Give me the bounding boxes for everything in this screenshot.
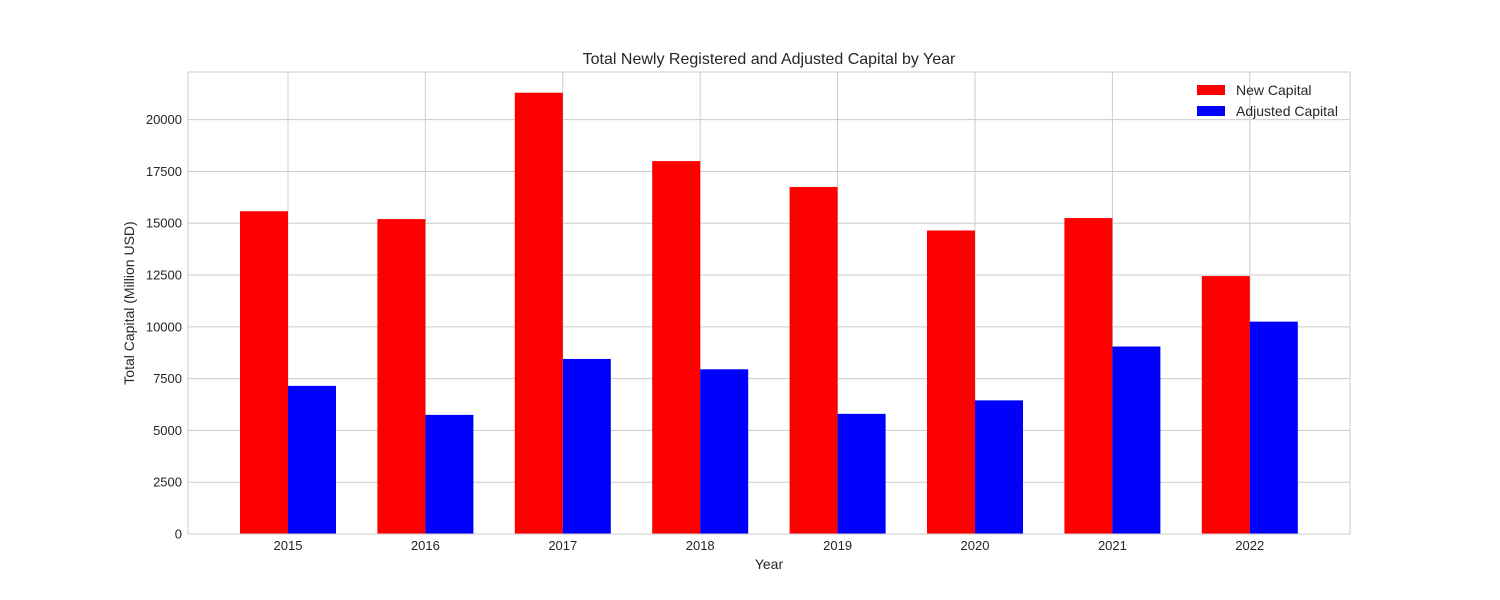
bar-adjusted-capital-2022: [1249, 321, 1298, 534]
bar-adjusted-capital-2015: [288, 385, 336, 534]
bar-new-capital-2019: [789, 186, 838, 534]
y-tick-label: 5000: [153, 423, 182, 438]
legend-swatch-new-capital: [1197, 85, 1225, 95]
bars: [240, 92, 1298, 535]
legend-label-adjusted-capital: Adjusted Capital: [1236, 103, 1338, 119]
y-tick-labels: 0 2500 5000 7500 10000 12500 15000 17500 20000: [146, 112, 182, 541]
bar-adjusted-capital-2017: [562, 358, 611, 534]
x-tick-label: 2016: [411, 538, 440, 553]
y-tick-label: 20000: [146, 112, 182, 127]
bar-new-capital-2022: [1201, 276, 1250, 534]
y-tick-label: 15000: [146, 216, 182, 231]
bar-adjusted-capital-2016: [425, 414, 474, 534]
y-tick-label: 12500: [146, 268, 182, 283]
plot-background: [188, 72, 1350, 534]
plot-frame: [187, 71, 1351, 535]
chart-title: Total Newly Registered and Adjusted Capi…: [583, 51, 956, 68]
y-tick-label: 7500: [153, 371, 182, 386]
y-tick-label: 0: [175, 527, 182, 542]
legend-label-new-capital: New Capital: [1236, 82, 1311, 98]
x-tick-label: 2017: [548, 538, 577, 553]
x-tick-label: 2021: [1098, 538, 1127, 553]
x-tick-label: 2015: [274, 538, 303, 553]
bar-new-capital-2020: [927, 230, 975, 535]
y-tick-label: 10000: [146, 319, 182, 334]
legend: New Capital Adjusted Capital: [1197, 82, 1338, 119]
legend-swatch-adjusted-capital: [1197, 106, 1225, 116]
bar-adjusted-capital-2021: [1112, 346, 1161, 534]
bar-new-capital-2016: [377, 219, 426, 534]
bar-new-capital-2017: [514, 92, 563, 534]
x-tick-label: 2020: [961, 538, 990, 553]
x-axis-label: Year: [755, 556, 784, 572]
y-axis-label: Total Capital (Million USD): [121, 221, 137, 384]
y-tick-label: 2500: [153, 475, 182, 490]
bar-new-capital-2021: [1064, 218, 1113, 534]
x-tick-label: 2018: [686, 538, 715, 553]
bar-adjusted-capital-2019: [837, 413, 886, 534]
bar-new-capital-2015: [240, 211, 288, 534]
x-tick-labels: 2015 2016 2017 2018 2019 2020 2021 2022: [274, 538, 1265, 553]
x-tick-label: 2019: [823, 538, 852, 553]
y-tick-label: 17500: [146, 164, 182, 179]
bar-new-capital-2018: [652, 161, 701, 534]
x-tick-label: 2022: [1235, 538, 1264, 553]
bar-adjusted-capital-2020: [975, 400, 1023, 534]
bar-adjusted-capital-2018: [700, 369, 749, 534]
